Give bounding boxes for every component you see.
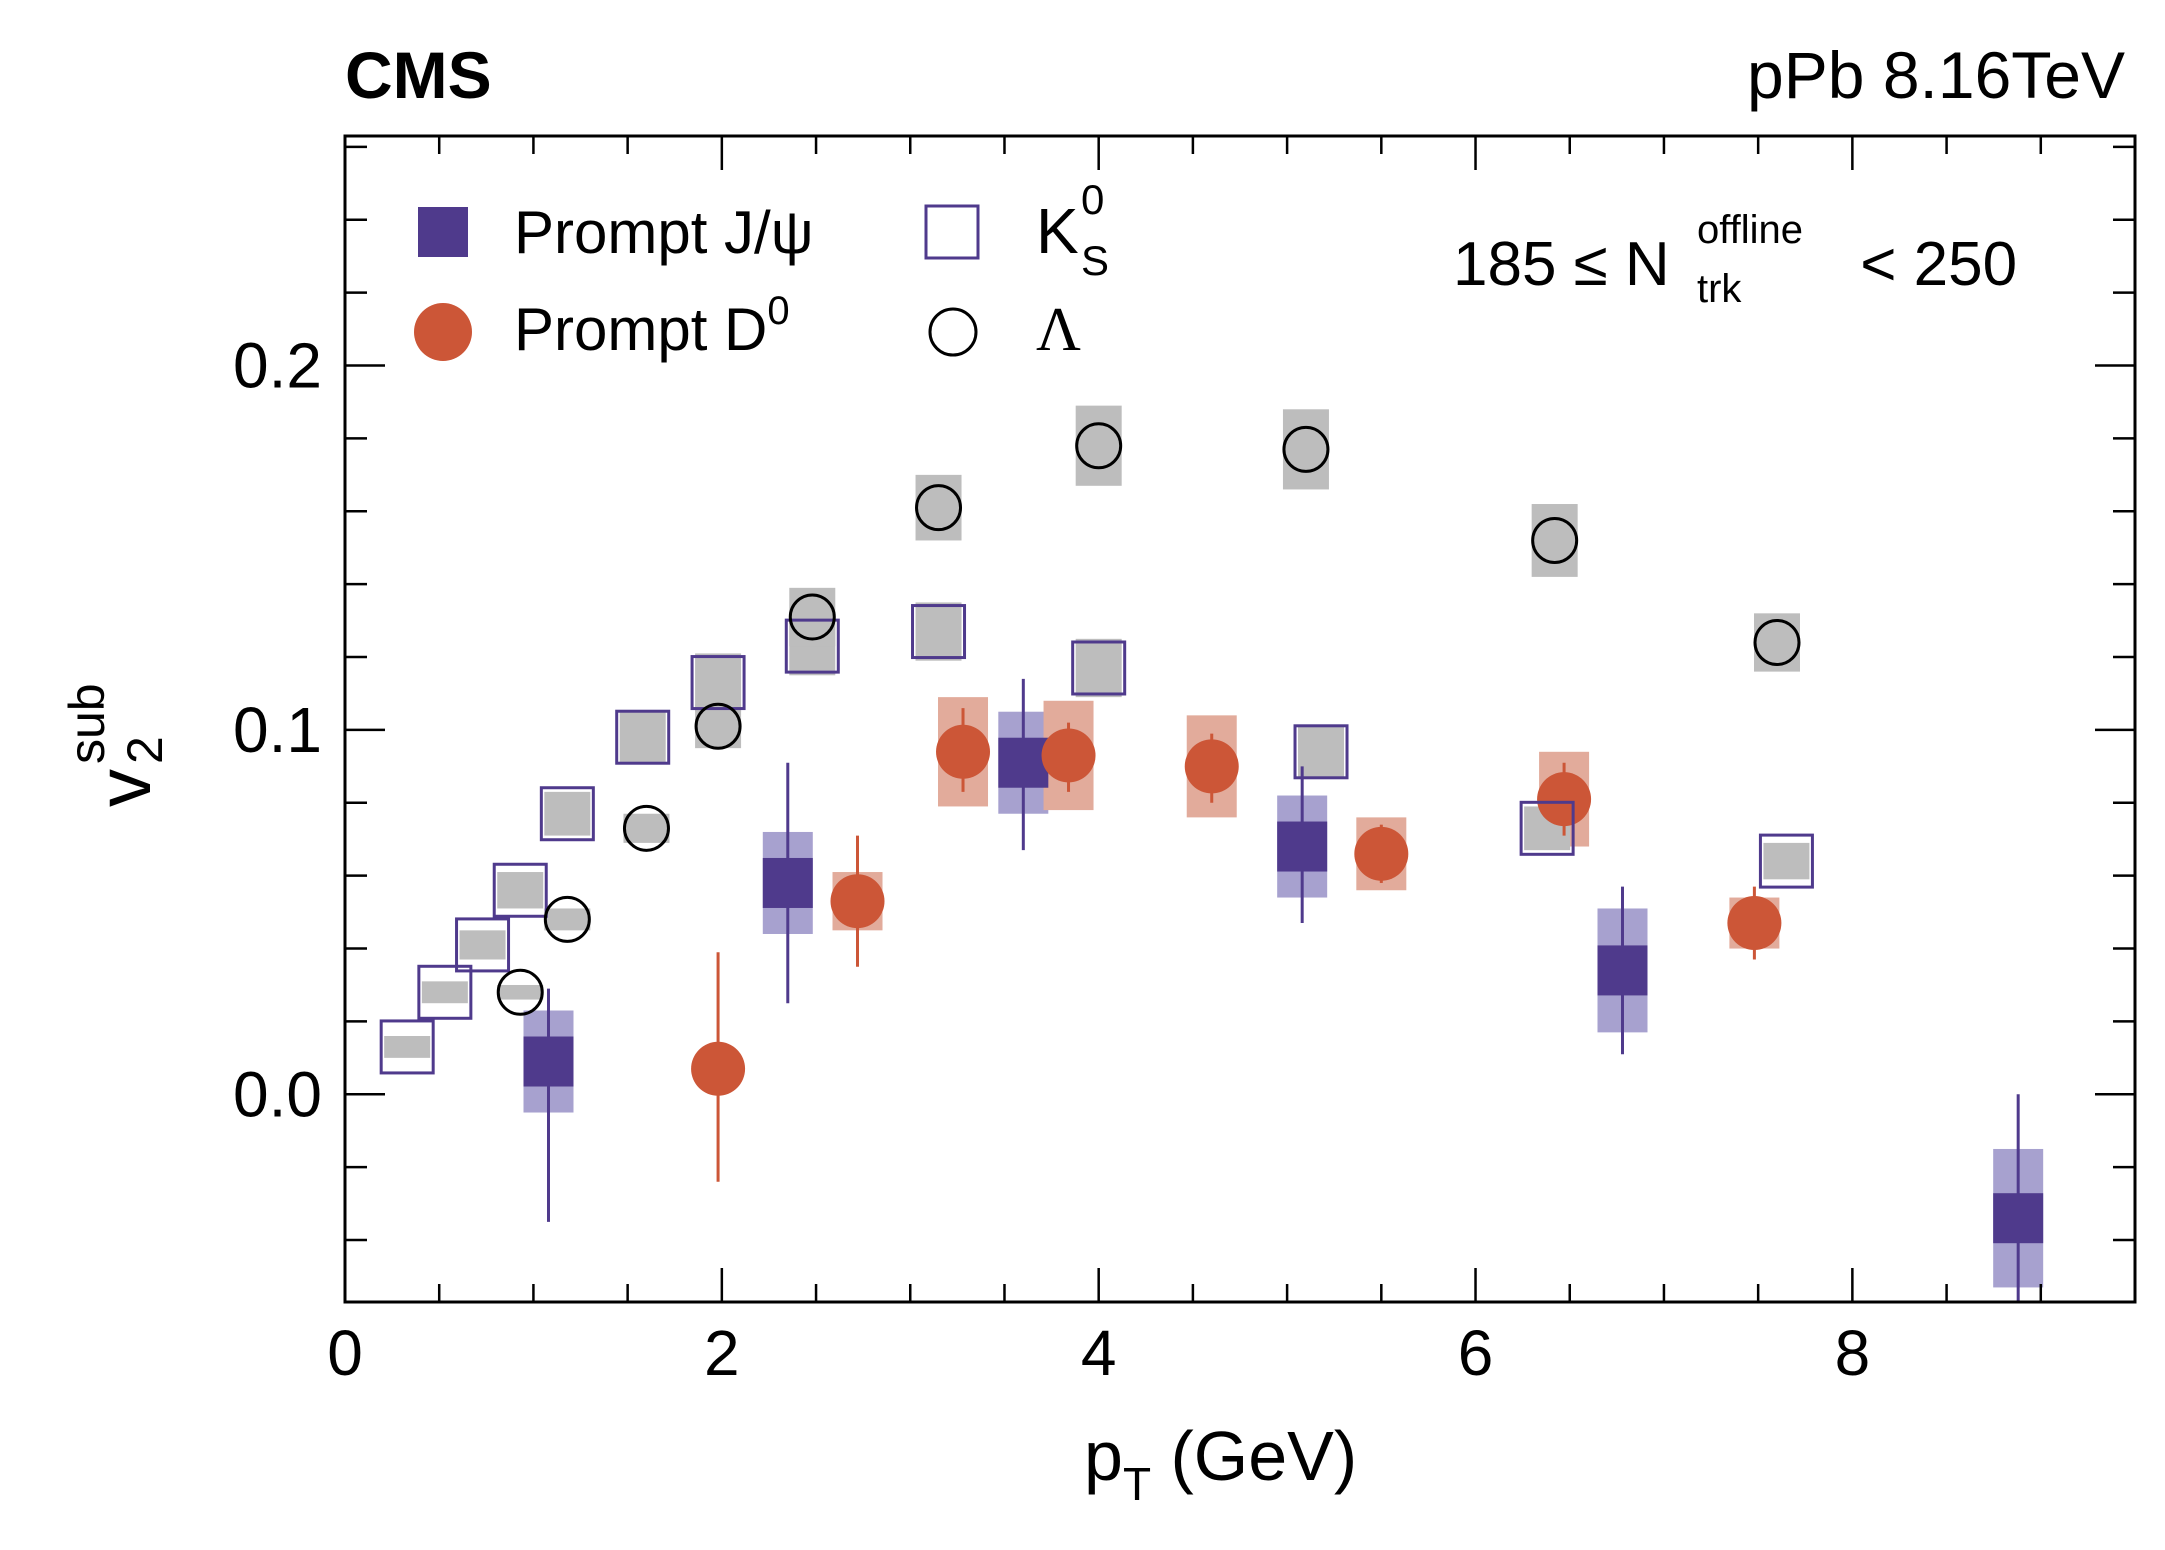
y-axis-title: vsub2 — [59, 683, 173, 807]
lambda-point-2 — [622, 804, 670, 852]
d0-point-6 — [1537, 772, 1592, 827]
cms-label: CMS — [345, 38, 492, 112]
lambda-point-1 — [543, 895, 591, 943]
lambda-syst-box-8 — [1531, 504, 1578, 577]
legend-label-ks: K0 S — [1036, 176, 1109, 284]
legend-marker-lambda — [928, 307, 978, 357]
ks-point-0 — [379, 1019, 435, 1075]
plot-frame — [343, 134, 2137, 1304]
lambda-syst-box-7 — [1282, 409, 1329, 490]
lambda-syst-box-2 — [623, 813, 670, 843]
ks-point-5 — [615, 709, 671, 765]
ks-syst-box-1 — [421, 981, 468, 1004]
data-markers — [379, 422, 2044, 1244]
ks-point-11 — [1519, 800, 1575, 856]
y-tick-label: 0.1 — [233, 694, 322, 766]
lambda-point-4 — [788, 593, 836, 641]
jpsi-point-0 — [523, 1036, 574, 1087]
lambda-point-7 — [1282, 425, 1330, 473]
ks-syst-box-2 — [459, 930, 506, 960]
d0-point-2 — [936, 724, 991, 779]
ks-syst-box-10 — [1298, 726, 1345, 778]
legend-marker-d0 — [414, 303, 472, 361]
jpsi-point-3 — [1277, 821, 1328, 872]
lambda-syst-box-9 — [1754, 613, 1800, 672]
ks-syst-box-8 — [915, 602, 962, 661]
x-tick-label: 0 — [327, 1317, 363, 1389]
ks-point-7 — [784, 618, 840, 674]
ks-syst-box-4 — [544, 791, 591, 836]
x-tick-label: 8 — [1835, 1317, 1871, 1389]
y-tick-label: 0.0 — [233, 1058, 322, 1130]
lambda-point-5 — [915, 484, 963, 532]
legend-label-d0: Prompt D0 — [514, 289, 790, 363]
ks-point-10 — [1293, 724, 1349, 780]
ks-point-4 — [539, 786, 595, 842]
ks-syst-box-0 — [384, 1036, 431, 1058]
lambda-point-3 — [694, 702, 742, 750]
axis-tick-labels: 0 2 4 6 8 0.0 0.1 0.2 — [233, 330, 1870, 1389]
ks-point-3 — [492, 862, 548, 918]
lambda-point-9 — [1753, 618, 1801, 666]
legend-marker-ks — [924, 204, 980, 260]
legend: Prompt J/ψ Prompt D0 K0 S Λ — [414, 176, 1109, 364]
lambda-syst-box-4 — [789, 587, 836, 647]
y-axis-title-group: vsub2 — [59, 683, 173, 807]
x-axis-title: pT (GeV) — [1084, 1417, 1357, 1510]
d0-point-7 — [1727, 896, 1782, 951]
ks-syst-box-9 — [1075, 638, 1122, 698]
collision-system-label: pPb 8.16TeV — [1747, 38, 2125, 112]
ks-syst-box-6 — [695, 653, 742, 712]
legend-label-jpsi: Prompt J/ψ — [514, 199, 814, 266]
legend-label-lambda: Λ — [1036, 296, 1081, 364]
lambda-syst-box-6 — [1075, 405, 1122, 486]
d0-point-0 — [691, 1041, 746, 1096]
jpsi-point-5 — [1993, 1193, 2044, 1244]
axis-ticks — [343, 136, 2137, 1302]
d0-point-1 — [830, 874, 885, 929]
ks-point-2 — [455, 917, 511, 973]
lambda-point-6 — [1075, 422, 1123, 470]
jpsi-point-2 — [998, 737, 1049, 788]
jpsi-point-4 — [1597, 945, 1648, 996]
d0-point-3 — [1041, 728, 1096, 783]
ks-syst-box-12 — [1763, 842, 1810, 880]
d0-point-5 — [1354, 826, 1409, 881]
y-tick-label: 0.2 — [233, 330, 322, 402]
lambda-syst-box-0 — [497, 984, 544, 1000]
lambda-point-8 — [1531, 516, 1579, 564]
x-tick-label: 4 — [1081, 1317, 1117, 1389]
x-tick-label: 2 — [704, 1317, 740, 1389]
legend-marker-jpsi — [418, 207, 468, 257]
x-tick-label: 6 — [1458, 1317, 1494, 1389]
lambda-point-0 — [496, 968, 544, 1016]
ks-point-8 — [911, 604, 967, 660]
ks-point-6 — [690, 655, 746, 711]
lambda-syst-box-1 — [544, 908, 591, 931]
jpsi-point-1 — [762, 857, 813, 908]
ks-point-9 — [1071, 640, 1127, 696]
ks-point-1 — [417, 964, 473, 1020]
ks-point-12 — [1758, 833, 1814, 889]
d0-point-4 — [1184, 739, 1239, 794]
ks-syst-box-5 — [619, 711, 666, 763]
ks-syst-box-3 — [497, 872, 544, 909]
